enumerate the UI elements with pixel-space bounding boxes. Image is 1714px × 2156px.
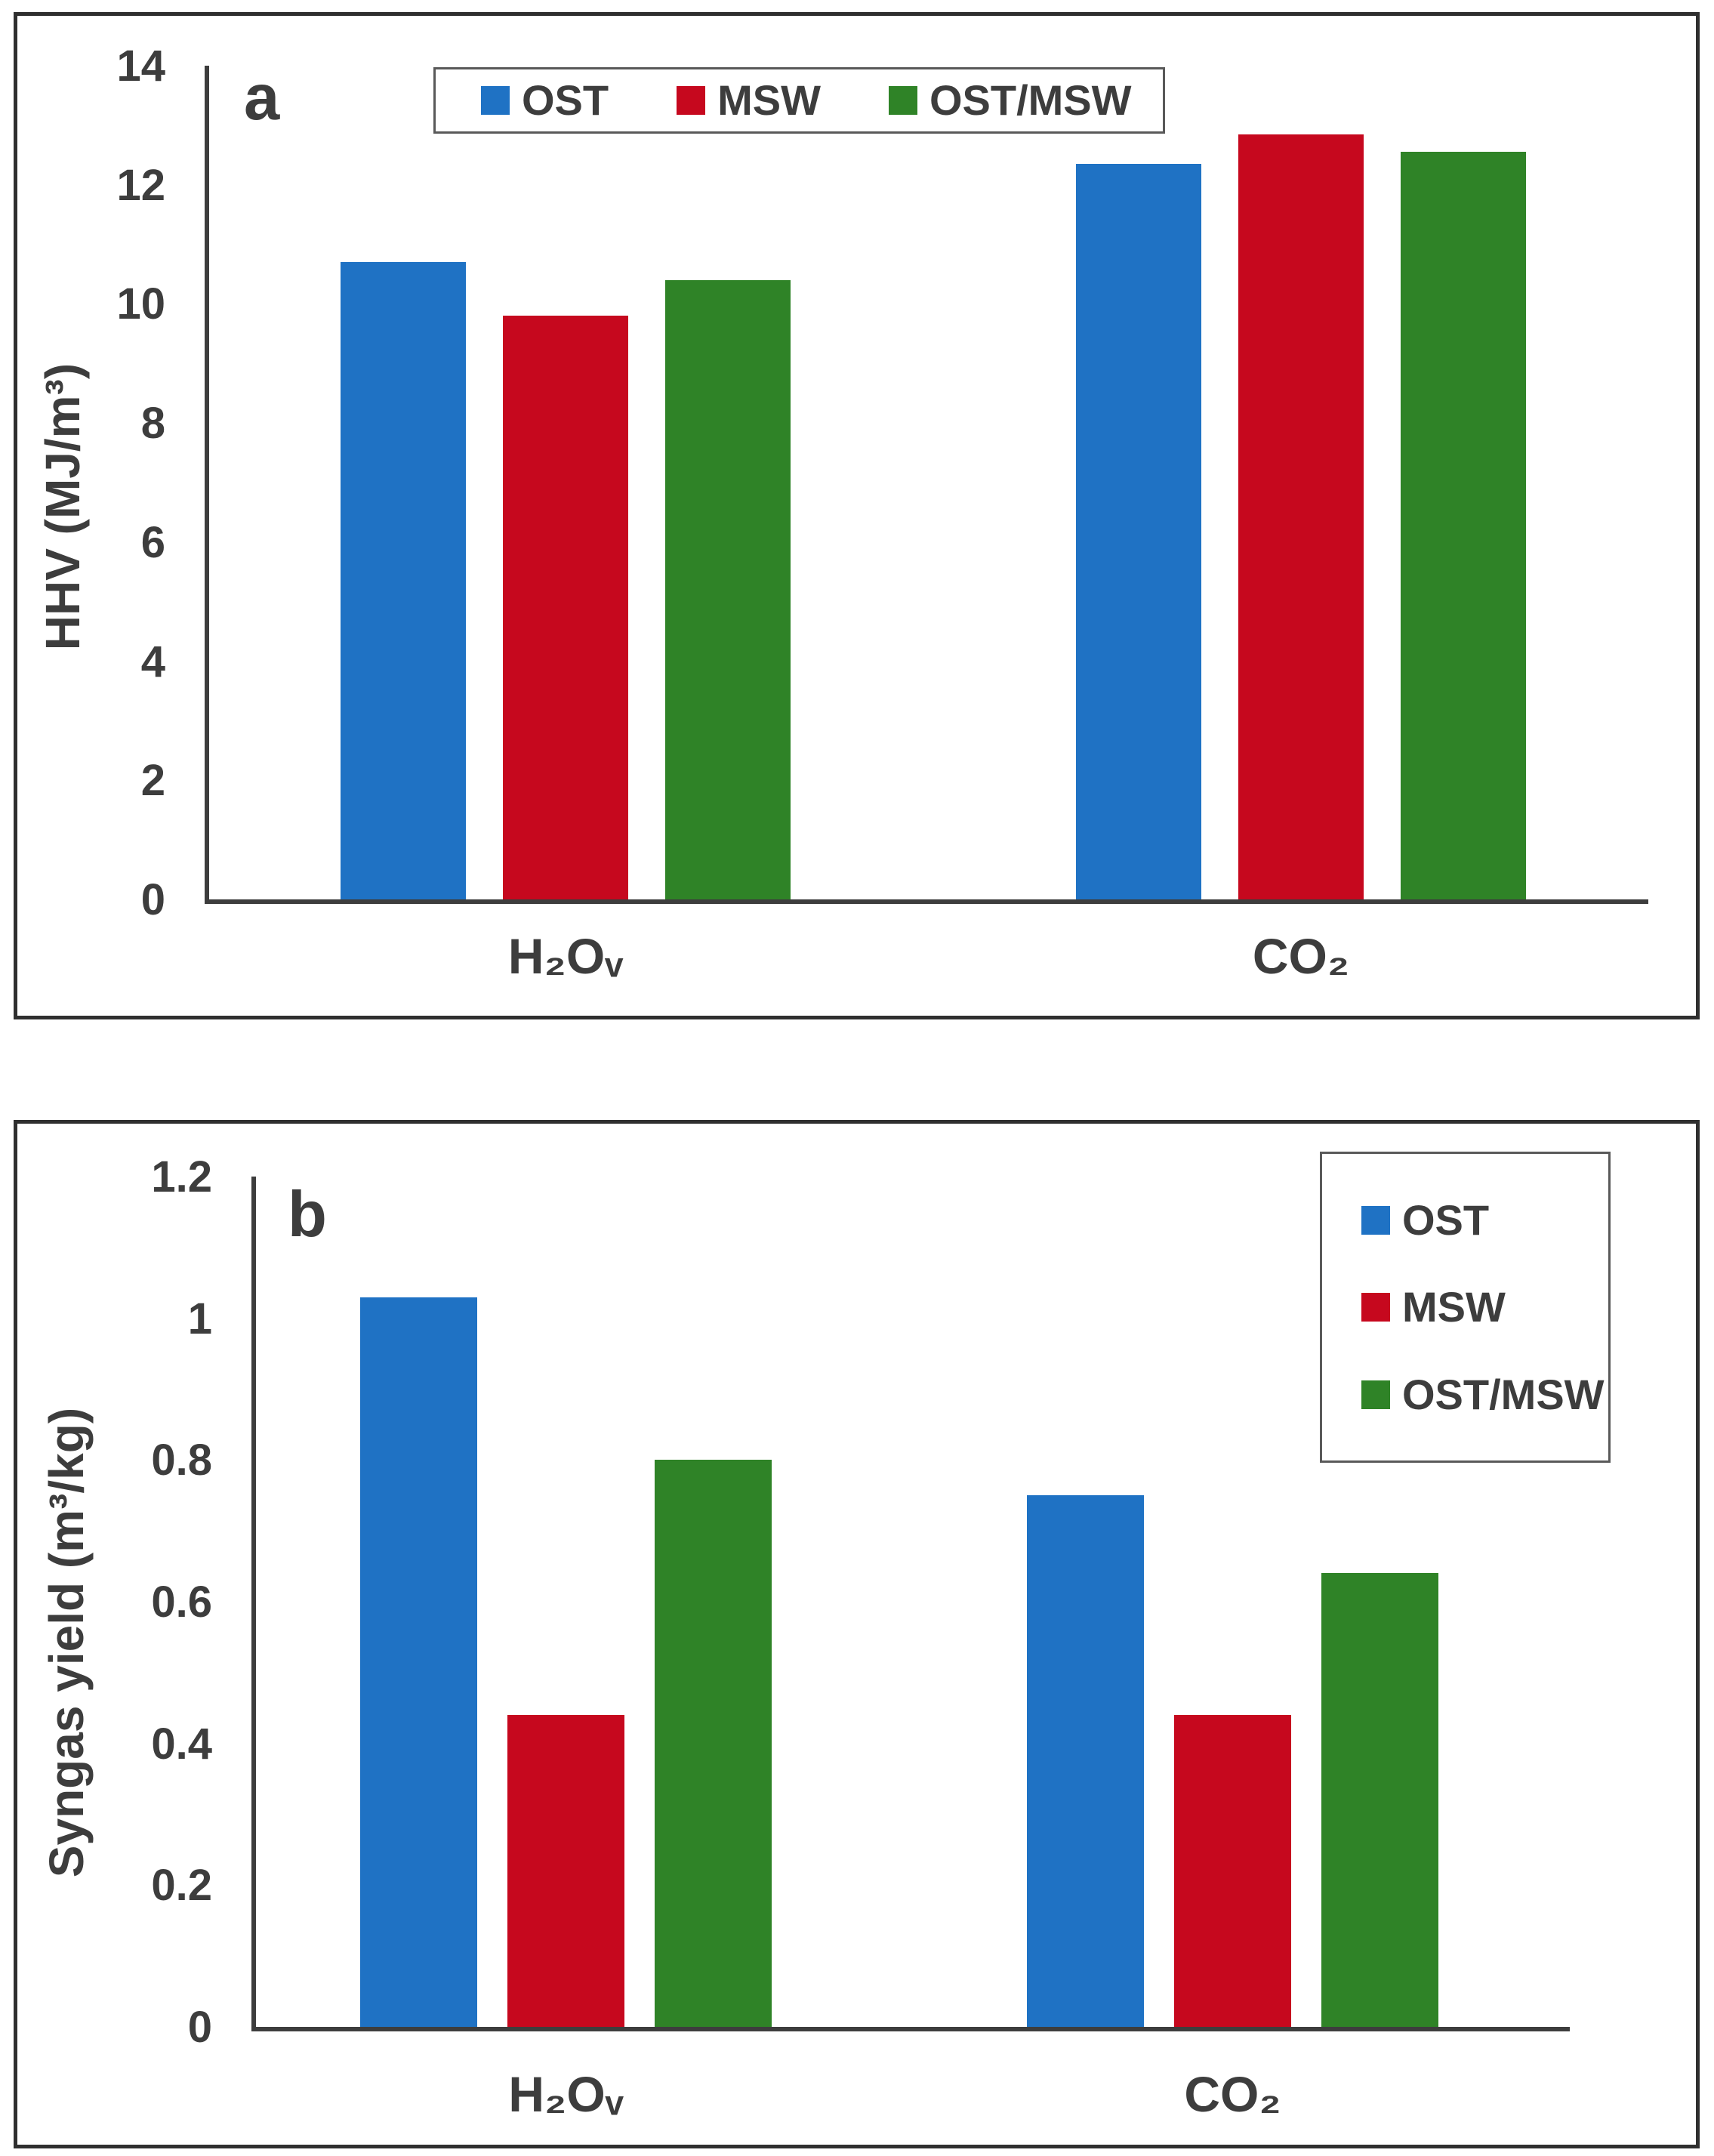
bar-msw-co xyxy=(1174,1715,1291,2030)
y-axis-line xyxy=(205,66,209,904)
legend-item-ost-msw: OST/MSW xyxy=(1361,1370,1608,1418)
bar-ost-msw-co xyxy=(1401,152,1526,902)
bar-ost-msw-h-o xyxy=(655,1460,772,2030)
y-tick-label: 12 xyxy=(116,161,165,210)
y-tick-label: 0 xyxy=(140,875,165,924)
legend: OST MSW OST/MSW xyxy=(1320,1152,1611,1463)
panel-letter-b: b xyxy=(288,1179,327,1251)
legend-item-ost: OST xyxy=(481,79,609,122)
y-tick-label: 0.4 xyxy=(151,1720,212,1769)
legend: OST MSW OST/MSW xyxy=(433,67,1165,134)
legend-label: MSW xyxy=(717,76,821,124)
y-tick-label: 0 xyxy=(187,2003,212,2052)
y-tick-label: 8 xyxy=(140,399,165,448)
legend-label: OST/MSW xyxy=(1402,1370,1605,1418)
legend-swatch-ost-msw xyxy=(1361,1380,1390,1409)
y-tick-label: 2 xyxy=(140,756,165,805)
y-tick-label: 0.8 xyxy=(151,1436,212,1485)
y-axis-line xyxy=(251,1177,256,2031)
bar-ost-h-o xyxy=(341,262,466,902)
x-axis-line xyxy=(205,899,1648,904)
bar-ost-co xyxy=(1076,164,1201,902)
bar-ost-msw-co xyxy=(1321,1573,1438,2030)
x-axis-line xyxy=(251,2027,1570,2031)
bar-ost-h-o xyxy=(360,1297,477,2030)
bar-msw-co xyxy=(1238,134,1364,902)
y-tick-label: 10 xyxy=(116,279,165,328)
legend-label: OST xyxy=(522,76,609,124)
y-tick-label: 0.6 xyxy=(151,1578,212,1627)
bar-ost-co xyxy=(1027,1495,1144,2030)
legend-item-msw: MSW xyxy=(1361,1286,1608,1328)
panel-a: a HHV (MJ/m³) 0 2 4 6 8 10 12 14 H₂Oᵥ CO₂ OST MSW OS… xyxy=(14,12,1700,1019)
legend-item-ost: OST xyxy=(1361,1195,1608,1244)
legend-swatch-msw xyxy=(677,86,706,115)
legend-item-msw: MSW xyxy=(677,79,821,122)
panel-letter-a: a xyxy=(244,62,280,134)
bar-ost-msw-h-o xyxy=(665,280,791,902)
legend-swatch-ost-msw xyxy=(888,86,917,115)
legend-swatch-ost xyxy=(481,86,510,115)
x-category-label: CO₂ xyxy=(1252,928,1350,984)
y-tick-label: 1.2 xyxy=(151,1152,212,1201)
legend-item-ost-msw: OST/MSW xyxy=(888,76,1132,124)
y-tick-label: 1 xyxy=(187,1294,212,1343)
x-category-label: H₂Oᵥ xyxy=(507,928,624,984)
y-tick-label: 6 xyxy=(140,518,165,567)
y-tick-label: 14 xyxy=(116,42,165,91)
y-tick-label: 0.2 xyxy=(151,1861,212,1910)
legend-label: OST/MSW xyxy=(929,76,1132,124)
legend-swatch-msw xyxy=(1361,1293,1390,1322)
panel-b: b Syngas yield (m³/kg) 0 0.2 0.4 0.6 0.8 1 1.2… xyxy=(14,1120,1700,2148)
x-category-label: CO₂ xyxy=(1184,2066,1281,2122)
y-tick-label: 4 xyxy=(140,637,165,686)
bar-msw-h-o xyxy=(507,1715,624,2030)
legend-label: MSW xyxy=(1402,1283,1506,1331)
legend-swatch-ost xyxy=(1361,1205,1390,1235)
x-category-label: H₂Oᵥ xyxy=(508,2066,624,2122)
legend-label: OST xyxy=(1402,1195,1490,1244)
bar-msw-h-o xyxy=(503,316,628,902)
